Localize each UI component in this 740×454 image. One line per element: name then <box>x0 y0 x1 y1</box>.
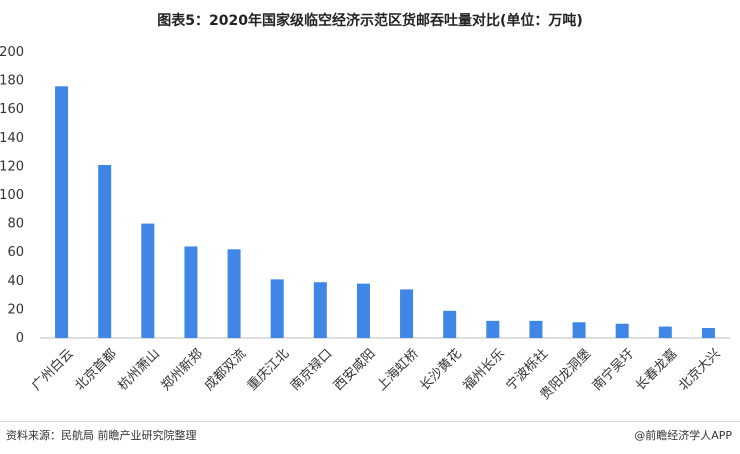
bar <box>529 320 543 338</box>
x-tick-label: 郑州新郑 <box>158 346 206 394</box>
bar <box>313 282 327 338</box>
x-tick-label: 广州白云 <box>29 346 77 394</box>
y-tick-label: 120 <box>0 159 24 174</box>
x-tick-label: 北京首都 <box>72 346 119 393</box>
y-tick-label: 140 <box>0 131 24 146</box>
x-axis-labels: 广州白云北京首都杭州萧山郑州新郑成都双流重庆江北南京禄口西安咸阳上海虹桥长沙黄花… <box>29 346 724 403</box>
bar <box>98 164 112 338</box>
x-tick-label: 福州长乐 <box>460 346 507 393</box>
bars <box>55 86 715 338</box>
bar <box>400 289 414 338</box>
x-tick-label: 北京大兴 <box>676 346 723 393</box>
y-tick-label: 180 <box>0 74 24 89</box>
bar-chart: 0 20 40 60 80 100 120 140 160 180 200 广州白云北京首都杭州萧山… <box>0 45 730 403</box>
y-tick-label: 20 <box>7 302 24 317</box>
y-tick-label: 40 <box>7 274 24 289</box>
x-tick-label: 杭州萧山 <box>115 346 162 393</box>
bar <box>443 310 457 338</box>
x-tick-label: 长春龙嘉 <box>633 346 680 393</box>
bar <box>658 326 672 338</box>
y-tick-label: 80 <box>7 217 24 232</box>
source-note: 资料来源：民航局 前瞻产业研究院整理 <box>6 429 197 442</box>
x-tick-label: 成都双流 <box>202 346 249 393</box>
y-tick-label: 160 <box>0 102 24 117</box>
y-tick-label: 0 <box>16 331 24 346</box>
bar <box>184 246 198 338</box>
y-axis: 0 20 40 60 80 100 120 140 160 180 200 <box>0 45 730 346</box>
bar <box>486 320 500 338</box>
x-tick-label: 西安咸阳 <box>331 346 378 393</box>
y-tick-label: 200 <box>0 45 24 60</box>
bar <box>615 323 629 338</box>
bar <box>572 322 586 338</box>
x-tick-label: 南宁吴圩 <box>589 346 637 394</box>
chart-title: 图表5：2020年国家级临空经济示范区货邮吞吐量对比(单位：万吨) <box>157 13 583 29</box>
x-tick-label: 重庆江北 <box>244 346 292 394</box>
x-tick-label: 长沙黄花 <box>417 346 465 394</box>
footer-divider <box>0 421 740 422</box>
bar <box>356 283 370 338</box>
bar <box>227 249 241 338</box>
x-tick-label: 南京禄口 <box>287 346 335 394</box>
y-tick-label: 100 <box>0 188 24 203</box>
x-tick-label: 上海虹桥 <box>374 346 421 393</box>
brand-credit: @前瞻经济学人APP <box>634 429 732 442</box>
bar <box>270 279 284 338</box>
bar <box>141 223 155 338</box>
bar <box>55 86 69 338</box>
bar <box>701 327 715 338</box>
y-tick-label: 60 <box>7 245 24 260</box>
